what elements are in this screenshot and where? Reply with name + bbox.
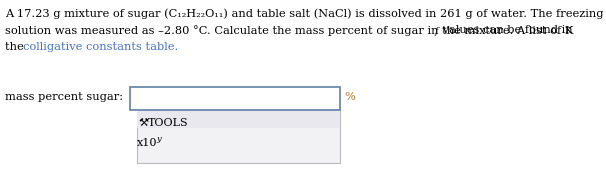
Text: colligative constants table.: colligative constants table. [22,42,178,52]
Bar [137,110,340,128]
Text: mass percent sugar:: mass percent sugar: [5,92,123,102]
Text: the: the [5,42,27,52]
Text: solution was measured as –2.80 °C. Calculate the mass percent of sugar in the mi: solution was measured as –2.80 °C. Calcu… [5,25,573,36]
Text: x10: x10 [137,138,158,148]
Bar [130,87,340,110]
Text: %: % [344,92,355,102]
Bar [137,110,340,163]
Text: ⚒: ⚒ [138,118,148,128]
Text: y: y [156,135,161,143]
Text: values can be found in: values can be found in [439,25,573,35]
Text: A 17.23 g mixture of sugar (C₁₂H₂₂O₁₁) and table salt (NaCl) is dissolved in 261: A 17.23 g mixture of sugar (C₁₂H₂₂O₁₁) a… [5,8,606,19]
Text: f: f [435,27,438,36]
Text: TOOLS: TOOLS [148,118,188,128]
